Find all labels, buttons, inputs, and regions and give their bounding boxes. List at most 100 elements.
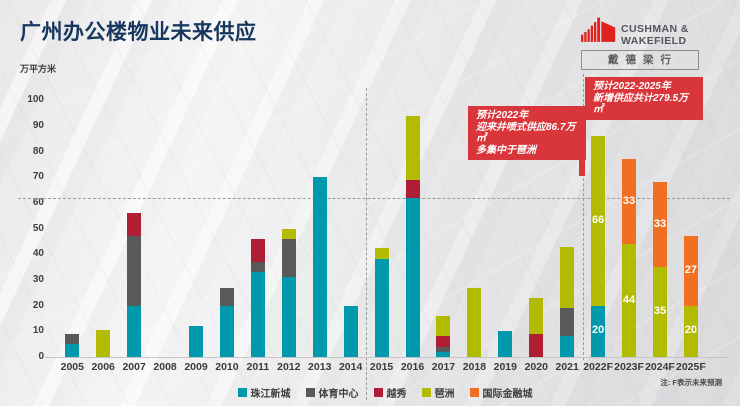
y-tick-label: 50	[32, 222, 44, 234]
x-axis-line	[45, 357, 729, 358]
bar-value-label: 27	[684, 264, 698, 276]
x-tick-label: 2015	[369, 361, 394, 373]
x-tick-label: 2018	[462, 361, 487, 373]
x-tick-label: 2017	[431, 361, 456, 373]
callout-2022-supply: 预计2022年 迎来井喷式供应86.7万㎡ 多集中于琶洲	[468, 106, 586, 176]
bar-segment-琶洲	[281, 228, 296, 239]
bar-segment-越秀	[529, 333, 544, 357]
legend-chip	[469, 388, 479, 397]
logo-chinese-name: 戴德梁行	[581, 50, 699, 70]
callout-tail	[579, 159, 585, 176]
legend-label: 国际金融城	[482, 389, 533, 400]
bar-value-label: 20	[591, 324, 605, 337]
x-tick-label: 2024F	[645, 361, 675, 373]
x-tick-label: 2020	[524, 361, 548, 373]
bar-segment-体育中心	[250, 262, 265, 273]
period-divider-line	[366, 88, 368, 400]
legend-label: 体育中心	[318, 389, 359, 400]
bar-value-label: 20	[684, 324, 698, 337]
callout-line: 迎来井喷式供应86.7万㎡	[476, 121, 576, 145]
x-tick-label: 2014	[338, 361, 363, 373]
bar-segment-体育中心	[281, 238, 296, 278]
y-axis-unit-label: 万平方米	[20, 64, 57, 74]
bar-segment-珠江新城	[343, 305, 358, 357]
x-tick-label: 2009	[184, 361, 208, 373]
bar-segment-珠江新城	[498, 331, 513, 357]
bar-segment-琶洲	[529, 297, 544, 334]
bar-segment-体育中心	[127, 236, 142, 306]
legend-item-琶洲: 琶洲	[421, 385, 455, 400]
x-tick-label: 2010	[215, 361, 239, 373]
callout-line: 预计2022-2025年	[593, 81, 671, 92]
bar-segment-琶洲	[96, 330, 111, 357]
bar-segment-琶洲	[405, 115, 420, 180]
x-tick-label: 2006	[91, 361, 115, 373]
y-tick-label: 40	[32, 248, 44, 260]
bar-segment-越秀	[250, 238, 265, 262]
legend-item-国际金融城: 国际金融城	[469, 385, 533, 400]
period-divider-line	[582, 74, 584, 360]
x-tick-label: 2016	[400, 361, 425, 373]
bar-segment-珠江新城	[436, 351, 451, 357]
callout-line: 多集中于琶洲	[476, 144, 536, 156]
legend-label: 珠江新城	[250, 389, 291, 400]
chart-legend: 珠江新城 体育中心 越秀 琶洲 国际金融城	[40, 385, 730, 400]
legend-chip	[305, 388, 315, 397]
bar-segment-珠江新城	[65, 344, 80, 357]
bar-segment-珠江新城	[591, 305, 606, 357]
legend-chip	[237, 388, 247, 397]
callout-2022-2025-supply: 预计2022-2025年 新增供应共计279.5万㎡	[585, 77, 703, 120]
bar-segment-越秀	[436, 336, 451, 347]
x-tick-label: 2022F	[583, 361, 613, 373]
x-tick-label: 2013	[308, 361, 332, 373]
bar-segment-琶洲	[374, 247, 389, 260]
bar-segment-琶洲	[467, 287, 482, 357]
bar-segment-琶洲	[622, 244, 637, 357]
bar-segment-琶洲	[652, 267, 667, 357]
y-tick-label: 30	[32, 273, 44, 285]
legend-label: 越秀	[386, 389, 407, 400]
bar-value-label: 33	[653, 217, 667, 230]
company-logo: CUSHMAN & WAKEFIELD 戴德梁行	[581, 13, 699, 70]
legend-label: 琶洲	[434, 389, 455, 400]
page-title: 广州办公楼物业未来供应	[20, 21, 257, 44]
bar-segment-国际金融城	[683, 236, 698, 306]
bar-value-label: 33	[622, 194, 636, 207]
x-tick-label: 2019	[493, 361, 517, 373]
bar-segment-珠江新城	[189, 326, 204, 357]
callout-line: 预计2022年	[476, 110, 529, 121]
legend-chip	[421, 388, 431, 397]
reference-line	[18, 197, 730, 199]
bar-segment-珠江新城	[405, 197, 420, 357]
logo-wordmark: CUSHMAN & WAKEFIELD	[621, 23, 689, 47]
x-tick-label: 2025F	[676, 361, 706, 373]
bar-segment-琶洲	[683, 305, 698, 357]
legend-item-越秀: 越秀	[373, 385, 407, 400]
bar-segment-珠江新城	[281, 277, 296, 357]
bar-segment-珠江新城	[374, 259, 389, 357]
bar-segment-珠江新城	[560, 336, 575, 357]
x-tick-label: 2012	[277, 361, 301, 373]
legend-chip	[373, 388, 383, 397]
bar-value-label: 35	[653, 305, 667, 318]
y-tick-label: 100	[27, 94, 44, 106]
bar-segment-珠江新城	[250, 272, 265, 357]
forecast-footnote: 注: F表示未来预测	[660, 378, 722, 387]
bar-segment-珠江新城	[219, 305, 234, 357]
bar-segment-体育中心	[436, 346, 451, 352]
bar-segment-琶洲	[591, 136, 606, 306]
y-tick-label: 80	[32, 145, 44, 157]
legend-item-体育中心: 体育中心	[305, 385, 359, 400]
x-tick-label: 2023F	[614, 361, 644, 373]
y-tick-label: 90	[32, 119, 44, 131]
bar-value-label: 44	[622, 293, 636, 306]
y-tick-label: 70	[32, 171, 44, 183]
cushman-wakefield-building-icon	[581, 13, 617, 47]
callout-line: 新增供应共计279.5万㎡	[593, 92, 689, 116]
bar-segment-珠江新城	[127, 305, 142, 357]
bar-segment-国际金融城	[622, 159, 637, 245]
x-tick-label: 2011	[246, 361, 270, 373]
x-tick-label: 2005	[60, 361, 84, 373]
y-tick-label: 60	[32, 196, 44, 208]
y-tick-label: 20	[32, 299, 44, 311]
